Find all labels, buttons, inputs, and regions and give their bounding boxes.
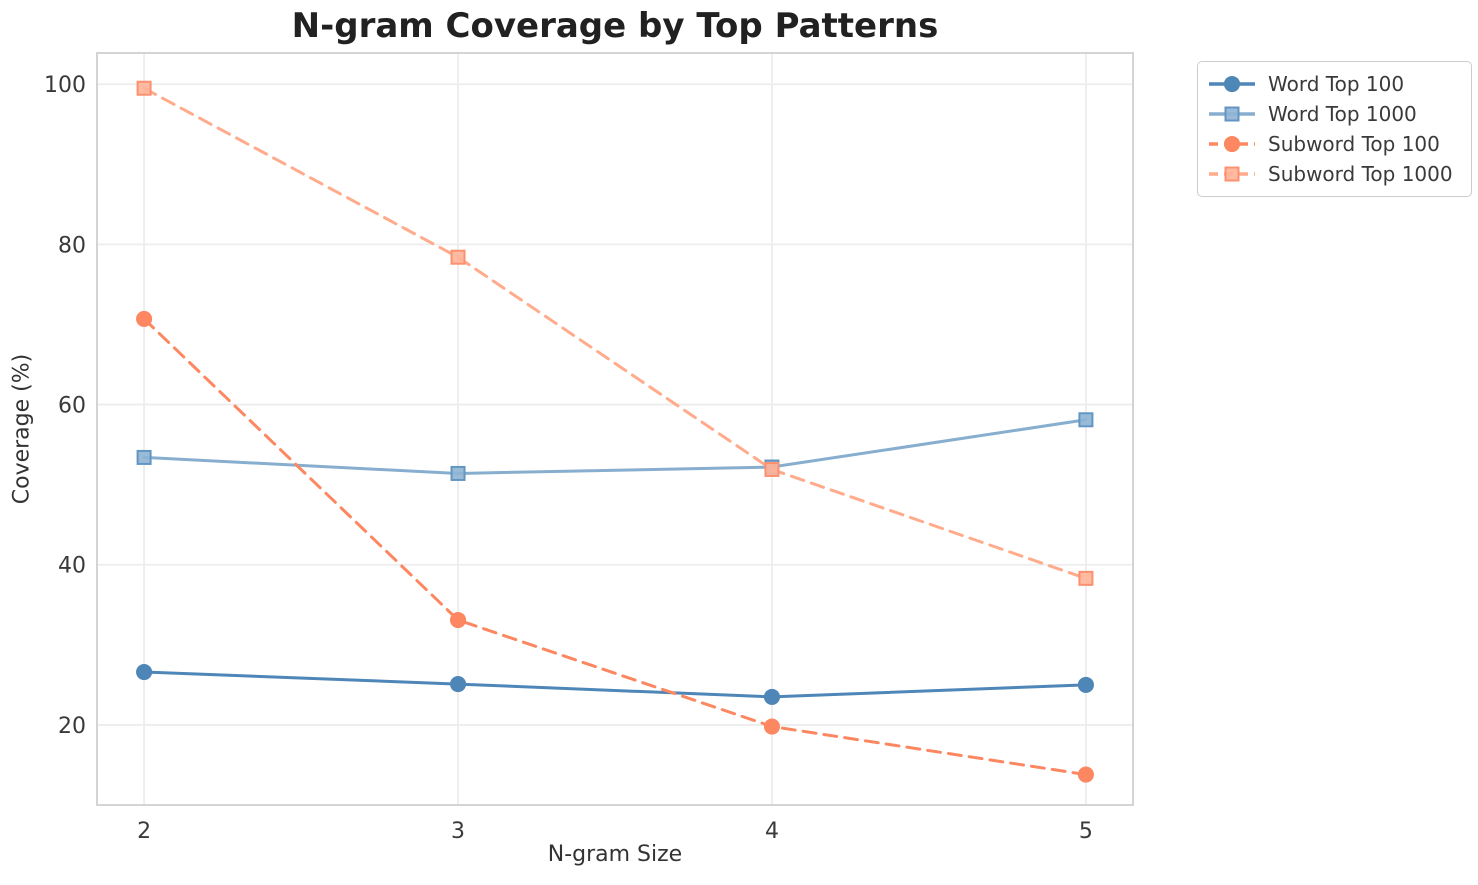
legend-item-subword-top-100: Subword Top 100 [1206, 129, 1453, 159]
x-tick-label: 3 [451, 819, 465, 844]
y-tick-label: 20 [58, 714, 86, 739]
marker-subword-top-1000 [450, 249, 466, 265]
marker-subword-top-100 [449, 611, 467, 629]
series-line-subword-top-100 [142, 317, 1088, 777]
marker-word-top-100 [136, 664, 153, 681]
plot-border [96, 52, 1134, 806]
marker-word-top-1000 [1078, 412, 1094, 428]
y-tick-label: 100 [44, 73, 86, 98]
marker-subword-top-100 [136, 310, 153, 327]
marker-subword-top-1000 [764, 461, 780, 477]
chart-title: N-gram Coverage by Top Patterns [291, 6, 939, 46]
legend-sample-word-top-100 [1209, 75, 1255, 93]
legend-label: Word Top 1000 [1268, 102, 1417, 126]
legend-marker [1223, 135, 1241, 153]
legend-item-subword-top-1000: Subword Top 1000 [1206, 159, 1453, 189]
series-line-word-top-100 [142, 670, 1088, 699]
marker-subword-top-100 [763, 718, 781, 735]
legend-label: Word Top 100 [1268, 72, 1405, 96]
series-line-subword-top-1000 [142, 86, 1088, 580]
legend: Word Top 100 Word Top 1000 Subword Top 100… [1197, 61, 1472, 197]
y-tick-label: 60 [58, 394, 86, 419]
marker-word-top-100 [449, 676, 467, 693]
x-tick-label: 5 [1079, 819, 1093, 844]
x-tick-label: 4 [765, 819, 779, 844]
legend-marker [1224, 106, 1240, 122]
marker-subword-top-1000 [1078, 570, 1094, 586]
legend-marker [1224, 166, 1240, 182]
legend-sample-word-top-1000 [1209, 106, 1255, 122]
marker-subword-top-1000 [136, 80, 152, 96]
y-tick-label: 40 [58, 554, 86, 579]
legend-item-word-top-1000: Word Top 1000 [1206, 99, 1453, 129]
legend-sample-subword-top-1000 [1209, 166, 1255, 182]
x-axis-label: N-gram Size [547, 842, 683, 867]
y-tick-label: 80 [58, 233, 86, 258]
legend-label: Subword Top 1000 [1268, 162, 1453, 186]
marker-word-top-1000 [136, 449, 152, 465]
marker-subword-top-100 [1077, 766, 1094, 783]
x-tick-label: 2 [137, 819, 151, 844]
legend-marker [1223, 75, 1241, 93]
legend-item-word-top-100: Word Top 100 [1206, 69, 1453, 99]
y-axis-label: Coverage (%) [9, 353, 35, 505]
legend-label: Subword Top 100 [1268, 132, 1440, 156]
marker-word-top-100 [763, 688, 781, 705]
marker-word-top-100 [1077, 676, 1094, 693]
marker-word-top-1000 [450, 465, 466, 481]
series-line-word-top-1000 [142, 418, 1088, 475]
legend-sample-subword-top-100 [1209, 135, 1255, 153]
